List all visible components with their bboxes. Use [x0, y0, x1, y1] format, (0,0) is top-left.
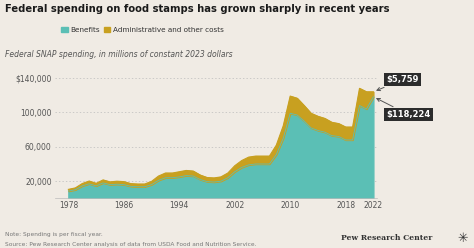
Text: ✳: ✳	[457, 232, 468, 245]
Text: Source: Pew Research Center analysis of data from USDA Food and Nutrition Servic: Source: Pew Research Center analysis of …	[5, 242, 256, 247]
Text: Federal spending on food stamps has grown sharply in recent years: Federal spending on food stamps has grow…	[5, 4, 389, 14]
Legend: Benefits, Administrative and other costs: Benefits, Administrative and other costs	[58, 24, 227, 36]
Text: Note: Spending is per fiscal year.: Note: Spending is per fiscal year.	[5, 232, 102, 237]
Text: $5,759: $5,759	[377, 75, 419, 91]
Text: $118,224: $118,224	[377, 98, 431, 119]
Text: Pew Research Center: Pew Research Center	[341, 234, 433, 242]
Text: Federal SNAP spending, in millions of constant 2023 dollars: Federal SNAP spending, in millions of co…	[5, 50, 232, 59]
